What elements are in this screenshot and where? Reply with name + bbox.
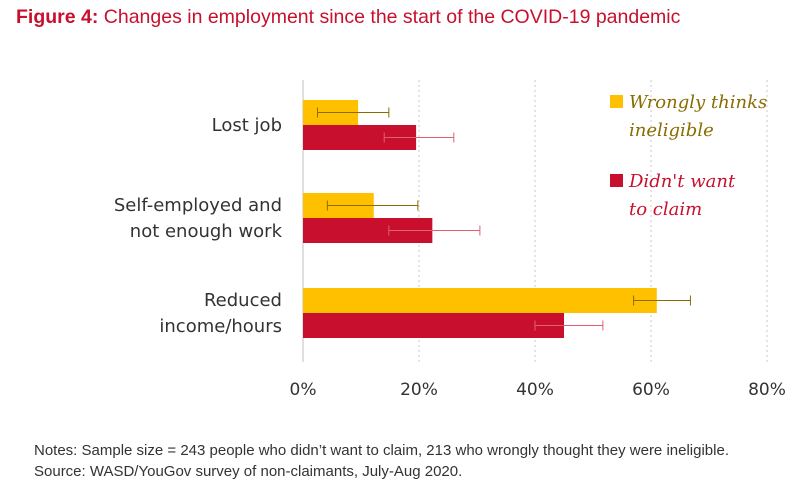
bar xyxy=(303,288,657,313)
legend: Wrongly thinks ineligible Didn't want to cl… xyxy=(610,92,767,220)
legend-swatch xyxy=(610,174,623,187)
legend-label: Wrongly thinks ineligible xyxy=(629,92,767,141)
category-label-line: Reduced xyxy=(204,290,282,311)
bars xyxy=(303,100,657,338)
x-tick-label: 20% xyxy=(400,380,438,400)
category-label: Reduced income/hours xyxy=(159,290,282,337)
bar xyxy=(303,313,564,338)
error-bars xyxy=(317,107,691,331)
x-tick-label: 0% xyxy=(290,380,317,400)
figure-title: Figure 4: Changes in employment since th… xyxy=(16,6,680,29)
x-tick-label: 80% xyxy=(748,380,786,400)
x-tick-label: 40% xyxy=(516,380,554,400)
category-label-line: Self-employed and xyxy=(114,195,282,216)
category-label-line: not enough work xyxy=(130,221,283,242)
x-tick-label: 60% xyxy=(632,380,670,400)
legend-swatch xyxy=(610,95,623,108)
legend-label: Didn't want to claim xyxy=(628,171,736,220)
legend-label-line: Didn't want xyxy=(628,171,736,192)
legend-label-line: ineligible xyxy=(629,120,714,141)
legend-label-line: to claim xyxy=(629,199,702,220)
category-label: Self-employed and not enough work xyxy=(114,195,283,242)
category-label-line: income/hours xyxy=(159,316,282,337)
category-label-line: Lost job xyxy=(212,115,282,136)
category-labels: Lost job Self-employed and not enough work… xyxy=(114,115,283,337)
legend-label-line: Wrongly thinks xyxy=(629,92,767,113)
bar-chart: Lost job Self-employed and not enough work… xyxy=(114,80,786,400)
category-label: Lost job xyxy=(212,115,282,136)
figure-number: Figure 4: xyxy=(16,6,99,28)
figure-title-text: Changes in employment since the start of… xyxy=(103,6,681,28)
x-axis-ticks: 0% 20% 40% 60% 80% xyxy=(290,380,786,400)
figure-notes: Notes: Sample size = 243 people who didn… xyxy=(34,442,729,480)
